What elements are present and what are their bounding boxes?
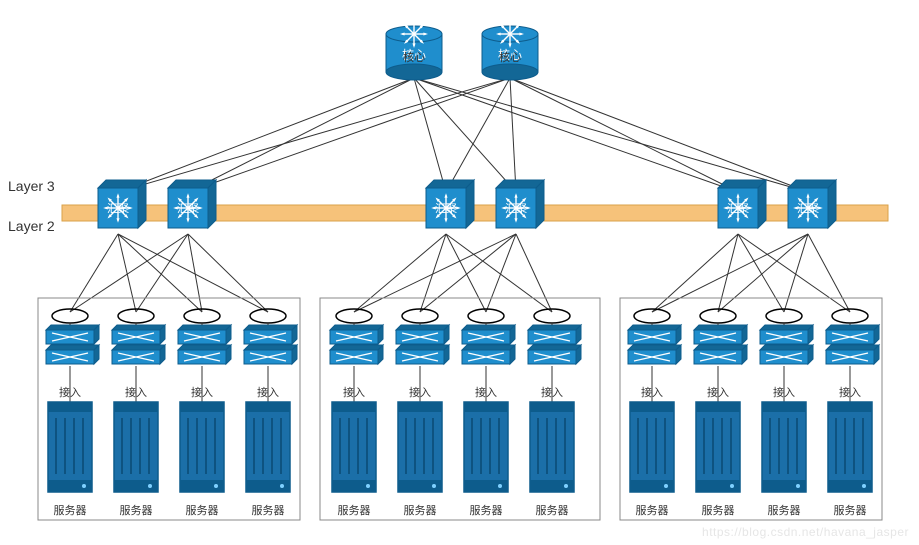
network-topology-diagram: 核心 核心汇聚 汇聚 汇聚 汇聚 汇聚 汇聚 <box>0 0 919 545</box>
access-label: 接入 <box>59 384 81 400</box>
access-label: 接入 <box>707 384 729 400</box>
svg-text:汇聚: 汇聚 <box>505 202 527 215</box>
access-label: 接入 <box>773 384 795 400</box>
access-label: 接入 <box>191 384 213 400</box>
server-label: 服务器 <box>338 502 371 518</box>
server-label: 服务器 <box>54 502 87 518</box>
server-label: 服务器 <box>536 502 569 518</box>
svg-text:汇聚: 汇聚 <box>797 202 819 215</box>
layer2-label: Layer 2 <box>8 218 55 234</box>
access-label: 接入 <box>641 384 663 400</box>
server-label: 服务器 <box>186 502 219 518</box>
access-label: 接入 <box>343 384 365 400</box>
svg-text:汇聚: 汇聚 <box>177 202 199 215</box>
access-label: 接入 <box>475 384 497 400</box>
core-label: 核心 <box>499 49 521 65</box>
server-label: 服务器 <box>470 502 503 518</box>
server-label: 服务器 <box>252 502 285 518</box>
access-label: 接入 <box>257 384 279 400</box>
access-label: 接入 <box>839 384 861 400</box>
server-label: 服务器 <box>702 502 735 518</box>
server-label: 服务器 <box>834 502 867 518</box>
server-label: 服务器 <box>404 502 437 518</box>
svg-text:汇聚: 汇聚 <box>435 202 457 215</box>
access-label: 接入 <box>541 384 563 400</box>
access-label: 接入 <box>125 384 147 400</box>
core-label: 核心 <box>403 49 425 65</box>
svg-text:汇聚: 汇聚 <box>727 202 749 215</box>
server-label: 服务器 <box>636 502 669 518</box>
access-label: 接入 <box>409 384 431 400</box>
svg-text:汇聚: 汇聚 <box>107 202 129 215</box>
watermark-text: https://blog.csdn.net/havana_jasper <box>702 525 909 539</box>
layer3-label: Layer 3 <box>8 178 55 194</box>
server-label: 服务器 <box>768 502 801 518</box>
server-label: 服务器 <box>120 502 153 518</box>
